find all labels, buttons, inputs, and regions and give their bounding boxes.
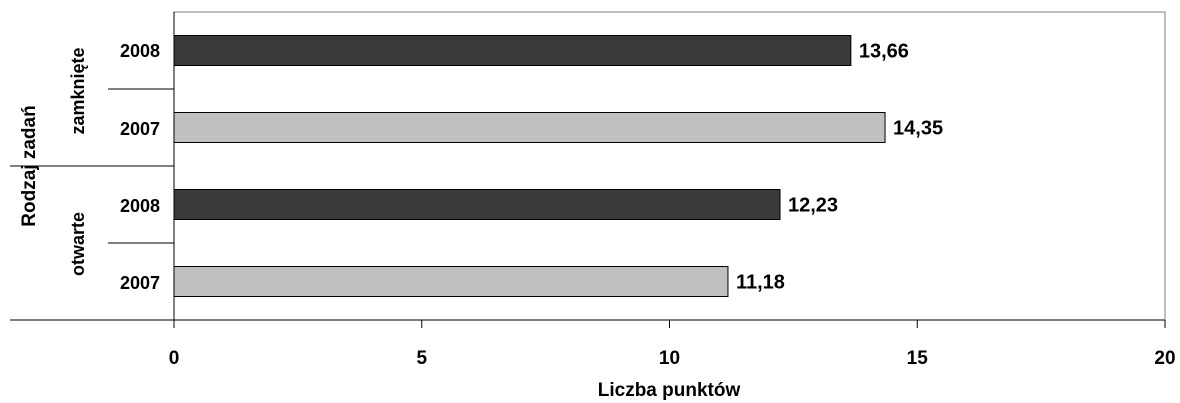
x-tick-label: 10 <box>659 348 680 369</box>
bar-zamknięte-2008 <box>173 35 852 66</box>
x-tick-label: 20 <box>1154 348 1175 369</box>
year-label: 2008 <box>120 41 160 61</box>
year-label: 2007 <box>120 273 160 293</box>
bar-zamknięte-2007 <box>173 112 886 143</box>
x-tick-label: 15 <box>907 348 929 369</box>
x-axis-title: Liczba punktów <box>598 380 741 401</box>
bar-value-label: 13,66 <box>859 41 909 63</box>
year-label: 2007 <box>120 119 160 139</box>
year-label: 2008 <box>120 196 160 216</box>
bar-value-label: 12,23 <box>788 195 838 217</box>
x-tick-label: 0 <box>169 348 180 369</box>
bars: 13,66 14,35 12,23 11,18 <box>173 35 943 297</box>
bar-value-label: 14,35 <box>893 118 943 140</box>
bar-otwarte-2008 <box>173 189 781 220</box>
x-tick-label: 5 <box>416 348 427 369</box>
group-label-zamkniete: zamknięte <box>68 47 88 134</box>
group-label-otwarte: otwarte <box>68 212 88 276</box>
bar-otwarte-2007 <box>173 266 729 297</box>
x-axis-ticks: 0 5 10 15 20 <box>169 320 1176 369</box>
bar-value-label: 11,18 <box>736 272 785 294</box>
